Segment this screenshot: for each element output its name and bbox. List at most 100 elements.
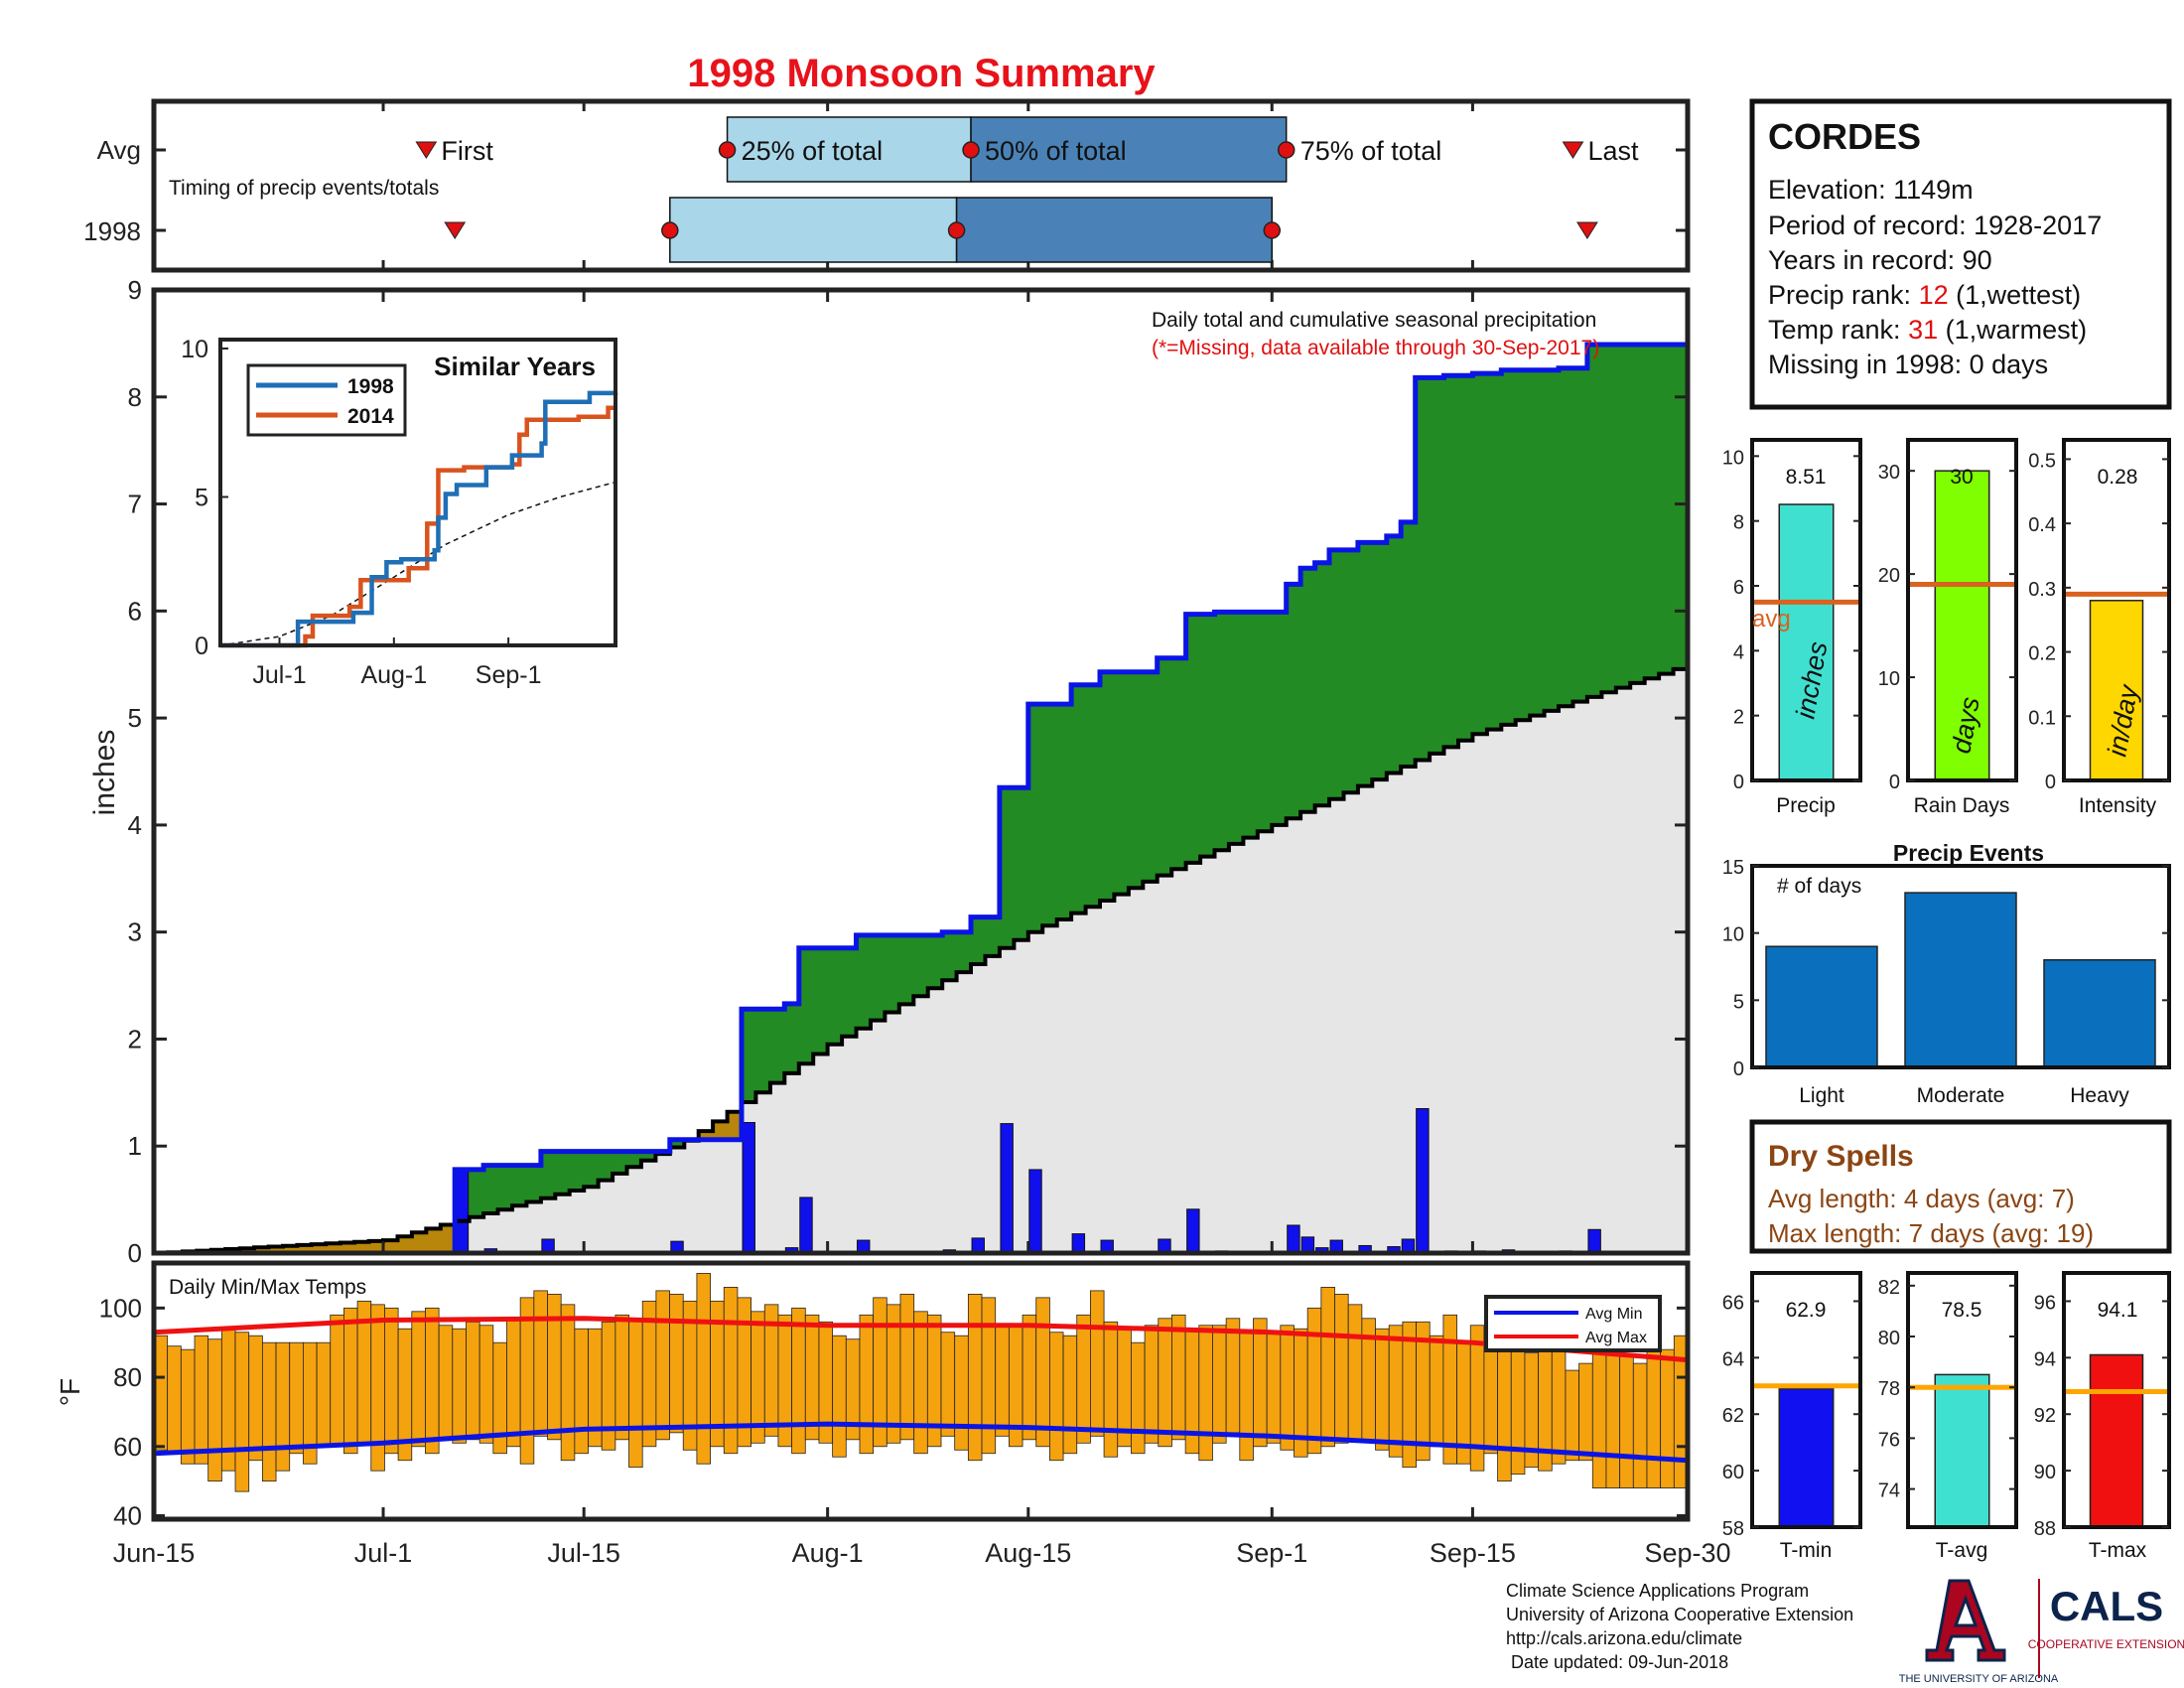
- temp-y-axis-label: °F: [55, 1378, 85, 1406]
- intensity-y-tick-label: 0.2: [2028, 643, 2056, 665]
- temp-y-tick-label: 60: [113, 1432, 142, 1462]
- daily-temp-bar: [533, 1290, 548, 1437]
- inset-y-tick-label: 10: [181, 336, 208, 363]
- daily-temp-bar: [1212, 1325, 1227, 1444]
- events-bar: [1765, 945, 1878, 1068]
- daily-temp-bar: [1144, 1325, 1160, 1444]
- timing-frame: [151, 98, 1691, 273]
- precip-bar: [1778, 503, 1835, 781]
- daily-temp-bar: [696, 1273, 711, 1465]
- daily-temp-bar: [995, 1325, 1010, 1437]
- daily-temp-bar: [1347, 1304, 1363, 1441]
- daily-temp-bar: [574, 1328, 589, 1455]
- cumulative-1998-line: [154, 342, 1688, 1256]
- station-missing: Missing in 1998: 0 days: [1768, 350, 2048, 379]
- daily-temp-bar: [1510, 1345, 1526, 1476]
- similar-years-inset: 0 5 10 Jul-1 Aug-1 Sep-1 Similar Years 1998 2…: [181, 336, 618, 689]
- main-y-tick-label: 3: [128, 917, 142, 947]
- daily-temp-bar: [1320, 1287, 1335, 1448]
- tmin-y-tick-label: 58: [1722, 1518, 1744, 1540]
- tavg-xlabel: T-avg: [1936, 1539, 1988, 1562]
- x-tick-label: Jun-15: [113, 1538, 196, 1568]
- raindays-y-tick-label: 20: [1878, 565, 1900, 587]
- y1998-quantile-marker: [1263, 221, 1282, 239]
- temp-legend-box: [1484, 1295, 1662, 1352]
- tmin-frame: [1750, 1271, 1862, 1529]
- daily-precip-bar: [1587, 1228, 1601, 1254]
- daily-temp-bar: [1035, 1297, 1050, 1448]
- daily-temp-bar: [859, 1314, 875, 1455]
- x-tick-label: Jul-15: [547, 1538, 620, 1568]
- inset-legend-box: [246, 363, 407, 437]
- daily-temp-bar: [1632, 1362, 1648, 1489]
- main-y-tick-label: 1: [128, 1131, 142, 1161]
- daily-temp-bars: [153, 1273, 1689, 1492]
- precip-y-tick-label: 6: [1733, 577, 1744, 599]
- daily-temp-bar: [289, 1341, 304, 1455]
- daily-temp-bar: [261, 1341, 277, 1482]
- tmax-bar: [2089, 1353, 2144, 1528]
- events-category-label: Moderate: [1917, 1084, 2005, 1107]
- intensity-mini-xlabel: Intensity: [2079, 794, 2157, 817]
- intensity-y-tick-label: 0.1: [2028, 707, 2056, 729]
- station-name: CORDES: [1768, 116, 1921, 157]
- daily-temp-bar: [1171, 1314, 1186, 1441]
- daily-temp-bar: [1253, 1318, 1268, 1448]
- daily-temp-bar: [478, 1325, 494, 1444]
- station-period: Period of record: 1928-2017: [1768, 211, 2102, 240]
- daily-temp-bar: [248, 1335, 263, 1462]
- main-y-axis: 0 1 2 3 4 5 6 7 8 9: [128, 275, 1690, 1268]
- events-bar: [1904, 892, 2017, 1068]
- daily-temp-bar: [832, 1335, 847, 1458]
- events-ylabel: # of days: [1777, 875, 1861, 898]
- daily-temp-bar: [669, 1293, 684, 1434]
- main-plot-frame: [151, 287, 1691, 1256]
- inset-title: Similar Years: [434, 352, 596, 381]
- daily-temp-bar: [940, 1332, 956, 1437]
- y1998-quantile-marker: [947, 221, 966, 239]
- avg-cumulative-area: [154, 664, 1688, 1253]
- tavg-y-tick-label: 80: [1878, 1328, 1900, 1349]
- dry-spells-max: Max length: 7 days (avg: 19): [1768, 1218, 2094, 1248]
- main-y-tick-label: 5: [128, 703, 142, 733]
- events-y-tick-label: 5: [1733, 991, 1744, 1013]
- daily-precip-bar: [1287, 1224, 1300, 1254]
- tmin-y-tick-label: 64: [1722, 1348, 1744, 1370]
- tmin-y-tick-label: 62: [1722, 1405, 1744, 1427]
- daily-temp-bar: [180, 1348, 196, 1465]
- intensity-y-tick-label: 0.4: [2028, 514, 2056, 536]
- daily-precip-bar: [1071, 1233, 1086, 1254]
- daily-precip-bar: [1028, 1169, 1042, 1254]
- station-years: Years in record: 90: [1768, 245, 1992, 275]
- daily-temp-bar: [275, 1341, 291, 1472]
- daily-temp-bar: [1591, 1335, 1607, 1489]
- y1998-event-triangle: [1576, 221, 1598, 239]
- events-category-label: Heavy: [2070, 1084, 2129, 1107]
- daily-temp-bar: [1334, 1293, 1349, 1444]
- tmax-y-tick-label: 96: [2034, 1292, 2056, 1314]
- intensity-y-tick-label: 0.5: [2028, 450, 2056, 472]
- daily-temp-bar: [1497, 1348, 1512, 1482]
- surplus-area: [455, 344, 1688, 1221]
- daily-temp-bar: [330, 1314, 344, 1448]
- y1998-q25-q50-box: [669, 197, 958, 263]
- temp-y-tick-label: 100: [99, 1293, 142, 1323]
- daily-temp-bar: [791, 1307, 806, 1455]
- tmax-value: 94.1: [2098, 1299, 2138, 1322]
- daily-temp-bar: [655, 1290, 670, 1441]
- tmin-y-tick-label: 66: [1722, 1292, 1744, 1314]
- temperature-panel: 40 60 80 100 Jun-15 Jul-1 Jul-15 Aug-1 Aug-15 Se…: [55, 1260, 1731, 1568]
- daily-precip-bar: [1186, 1208, 1200, 1254]
- daily-temp-bar: [1022, 1314, 1037, 1441]
- main-annotation-2: (*=Missing, data available through 30-Se…: [1152, 337, 1599, 359]
- daily-temp-bar: [899, 1293, 915, 1441]
- daily-temp-bar: [384, 1307, 399, 1455]
- daily-temp-bar: [954, 1335, 969, 1451]
- temp-legend-max: Avg Max: [1585, 1330, 1647, 1346]
- inset-x-tick-label: Aug-1: [360, 661, 427, 689]
- dry-spells-box: Dry Spells Avg length: 4 days (avg: 7) M…: [1749, 1119, 2172, 1254]
- daily-precip-bar: [742, 1122, 755, 1254]
- main-precip-chart: 0 1 2 3 4 5 6 7 8 9 inches Daily total and cumula…: [88, 275, 1691, 1268]
- daily-temp-bar: [1225, 1318, 1241, 1434]
- daily-temp-bar: [452, 1328, 467, 1444]
